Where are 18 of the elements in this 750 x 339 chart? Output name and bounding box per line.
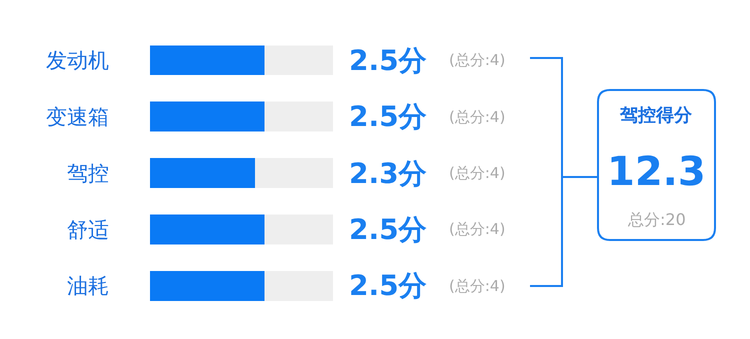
y-tick-label: 发动机 (46, 48, 109, 73)
text: (总分:4) (449, 277, 506, 295)
text: 12.3 (607, 149, 706, 195)
data-label: 2.5分 (349, 100, 428, 133)
text: (总分:4) (449, 51, 506, 69)
y-tick-label: 驾控 (67, 161, 109, 186)
data-label: 2.3分 (349, 157, 428, 190)
text: 驾控得分 (619, 105, 693, 126)
y-tick-label: 变速箱 (46, 104, 109, 129)
data-label: 2.5分 (349, 213, 428, 246)
text: (总分:4) (449, 220, 506, 238)
data-label: 2.5分 (349, 44, 428, 77)
text: 总分:20 (627, 210, 686, 229)
text: (总分:4) (449, 164, 506, 182)
text: (总分:4) (449, 108, 506, 126)
data-label: 2.5分 (349, 269, 428, 302)
y-tick-label: 舒适 (67, 218, 109, 242)
y-tick-label: 油耗 (67, 274, 109, 298)
